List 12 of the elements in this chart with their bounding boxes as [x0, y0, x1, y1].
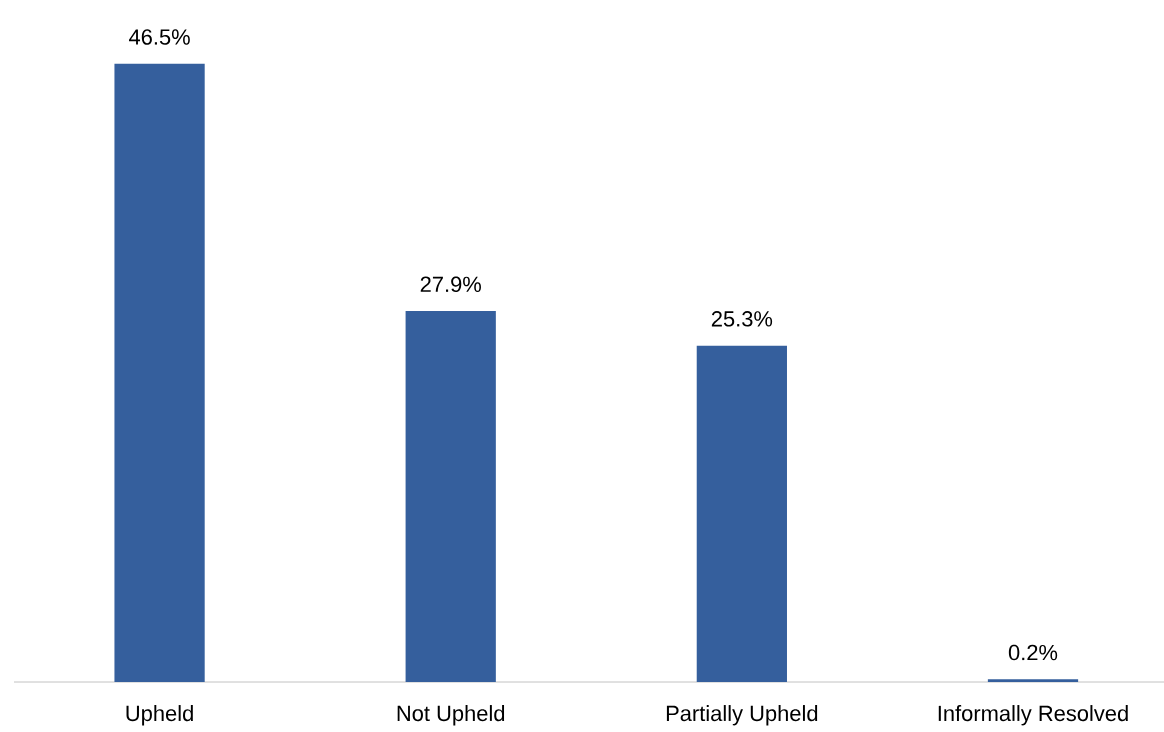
bar [405, 311, 496, 682]
x-tick-label: Not Upheld [397, 705, 505, 726]
bar [696, 345, 787, 682]
data-label: 27.9% [420, 276, 481, 293]
data-label: 25.3% [711, 311, 773, 327]
data-label: 46.5% [129, 29, 190, 45]
data-label: 0.2% [1008, 644, 1058, 661]
bar [987, 679, 1079, 682]
bar [114, 63, 205, 682]
x-tick-label: Informally Resolved [938, 705, 1128, 726]
x-tick-label: Partially Upheld [666, 705, 818, 726]
x-tick-label: Upheld [126, 705, 193, 726]
